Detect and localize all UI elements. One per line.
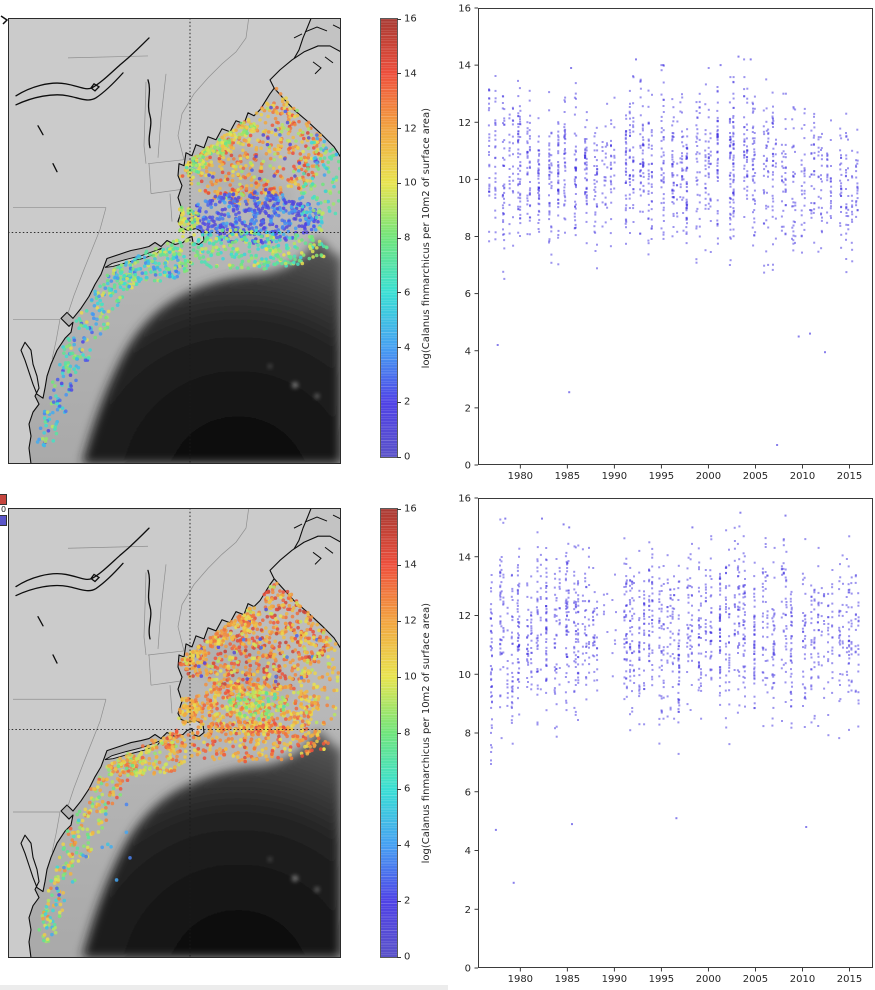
y-tick-label: 14 (458, 61, 471, 72)
colorbar-tick (397, 456, 401, 458)
y-tick-label: 8 (465, 729, 471, 740)
colorbar-tick (397, 128, 401, 129)
timeseries-axes: 1980 1985 1990 1995 2000 2005 2010 2015 0 2 4 6 8 10 1… (458, 494, 873, 985)
y-tick-label: 16 (458, 494, 471, 505)
y-tick-label: 0 (465, 964, 471, 975)
colorbar-bottom: 0 2 4 6 8 10 12 14 16 (380, 504, 417, 963)
x-tick-label: 1980 (508, 974, 533, 985)
x-tick-label: 2005 (743, 974, 768, 985)
bottom-edge-fragment (0, 985, 448, 990)
colorbar-tick-label: 2 (404, 396, 411, 408)
x-tick-label: 1995 (649, 471, 674, 482)
colorbar-label: log(Calanus finmarchicus per 10m2 of sur… (420, 107, 432, 369)
colorbar-tick (397, 900, 401, 902)
x-tick-label: 2005 (743, 471, 768, 482)
map-frame (8, 18, 341, 464)
y-tick-label: 16 (458, 4, 471, 15)
corner-coastline-fragment (0, 15, 9, 25)
map-scatter-dots-top (35, 86, 341, 448)
x-tick-label: 1990 (602, 471, 627, 482)
timeseries-plot-bottom: 1980 1985 1990 1995 2000 2005 2010 2015 0 2 4 6 8 10 1… (458, 494, 873, 985)
colorbar-top: 0 2 4 6 8 10 12 14 16 (380, 14, 417, 463)
colorbar-tick (397, 788, 401, 790)
colorbar-tick-label: 12 (404, 615, 417, 627)
x-tick-label: 1995 (649, 974, 674, 985)
x-tick-label: 2010 (790, 471, 815, 482)
colorbar-tick (397, 676, 401, 678)
colorbar-tick-label: 14 (404, 559, 417, 571)
y-tick-label: 4 (465, 346, 471, 357)
colorbar-tick (397, 182, 401, 184)
fragment-blue-swatch (0, 515, 7, 526)
colorbar-tick-label: 4 (404, 839, 411, 851)
colorbar-tick-label: 6 (404, 287, 411, 299)
colorbar-tick (397, 508, 401, 510)
colorbar-tick-label: 16 (404, 13, 417, 25)
y-tick-label: 6 (465, 289, 471, 300)
timeseries-plot-top: 1980 1985 1990 1995 2000 2005 2010 2015 0 2 4 6 8 10 1… (458, 4, 873, 482)
y-tick-label: 12 (458, 118, 471, 129)
x-tick-label: 1985 (555, 471, 580, 482)
y-tick-label: 2 (465, 905, 471, 916)
colorbar-tick (397, 844, 401, 846)
x-tick-label: 1985 (555, 974, 580, 985)
colorbar-tick (397, 237, 401, 239)
y-tick-label: 10 (458, 175, 471, 186)
colorbar-tick-label: 4 (404, 342, 411, 353)
colorbar-tick (397, 401, 401, 403)
colorbar-tick (397, 620, 401, 622)
colorbar-tick-label: 2 (404, 895, 411, 907)
y-tick-label: 8 (465, 232, 471, 243)
colorbar-tick-label: 8 (404, 727, 411, 739)
colorbar-tick (397, 73, 401, 75)
colorbar-label: log(Calanus finmarchicus per 10m2 of sur… (420, 602, 432, 864)
fragment-zero-label: 0 (1, 505, 7, 514)
colorbar-tick (397, 292, 401, 294)
x-tick-label: 2010 (790, 974, 815, 985)
y-tick-label: 2 (465, 403, 471, 414)
y-tick-label: 12 (458, 611, 471, 622)
x-tick-label: 2015 (837, 471, 862, 482)
cropped-colorbar-fragment: 0 (0, 494, 7, 526)
colorbar-tick-label: 14 (404, 68, 417, 80)
fragment-red-swatch (0, 494, 7, 505)
colorbar-tick-label: 10 (404, 177, 417, 189)
colorbar-tick-label: 0 (404, 951, 411, 963)
x-tick-label: 2000 (696, 471, 721, 482)
x-tick-label: 2000 (696, 974, 721, 985)
timeseries-points (489, 511, 860, 884)
y-tick-label: 4 (465, 846, 471, 857)
colorbar-tick (397, 18, 401, 20)
colorbar-tick-label: 8 (404, 232, 411, 244)
y-tick-label: 0 (465, 461, 471, 472)
colorbar-label-bottom-wrap: log(Calanus finmarchicus per 10m2 of sur… (418, 508, 434, 958)
map-panel-top (8, 18, 341, 464)
colorbar-label-top-wrap: log(Calanus finmarchicus per 10m2 of sur… (418, 18, 434, 458)
x-tick-label: 1990 (602, 974, 627, 985)
y-tick-label: 14 (458, 552, 471, 563)
colorbar-tick-label: 10 (404, 671, 417, 683)
colorbar-tick-label: 16 (404, 503, 417, 515)
map-panel-bottom (8, 508, 341, 958)
timeseries-axes: 1980 1985 1990 1995 2000 2005 2010 2015 0 2 4 6 8 10 1… (458, 4, 873, 482)
map-scatter-dots-bottom (37, 581, 341, 944)
x-tick-label: 1980 (508, 471, 533, 482)
colorbar-tick (397, 564, 401, 566)
colorbar-tick (397, 956, 401, 958)
colorbar-tick (397, 732, 401, 734)
y-tick-label: 10 (458, 670, 471, 681)
timeseries-points (487, 55, 859, 446)
colorbar-tick-label: 0 (404, 451, 411, 463)
colorbar-tick (397, 347, 401, 348)
colorbar-tick-label: 12 (404, 123, 417, 134)
map-frame (8, 508, 341, 958)
x-tick-label: 2015 (837, 974, 862, 985)
colorbar-tick-label: 6 (404, 783, 411, 795)
y-tick-label: 6 (465, 787, 471, 798)
